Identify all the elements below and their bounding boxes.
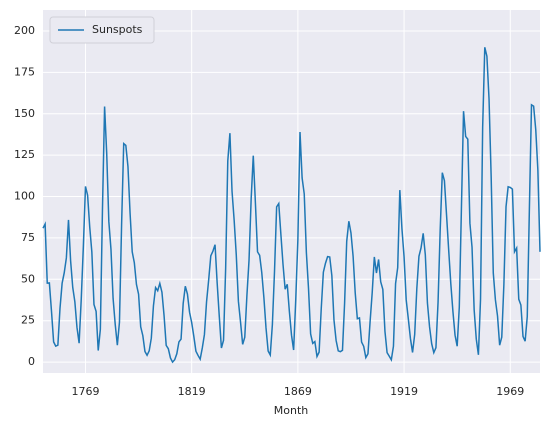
y-tick-label: 175 [14, 65, 35, 78]
y-tick-label: 125 [14, 148, 35, 161]
x-tick-label: 1919 [390, 385, 418, 398]
y-tick-label: 100 [14, 190, 35, 203]
x-tick-label: 1769 [71, 385, 99, 398]
x-axis-label: Month [274, 404, 309, 417]
y-tick-label: 25 [21, 314, 35, 327]
y-tick-label: 0 [28, 355, 35, 368]
y-tick-label: 75 [21, 231, 35, 244]
legend-box [49, 16, 155, 44]
x-tick-label: 1969 [496, 385, 524, 398]
line [42, 47, 541, 364]
plot-area [43, 10, 540, 373]
y-tick-label: 200 [14, 24, 35, 37]
y-tick-label: 150 [14, 107, 35, 120]
y-tick-label: 50 [21, 272, 35, 285]
x-tick-label: 1869 [284, 385, 312, 398]
legend-label: Sunspots [92, 23, 143, 36]
x-tick-label: 1819 [178, 385, 206, 398]
